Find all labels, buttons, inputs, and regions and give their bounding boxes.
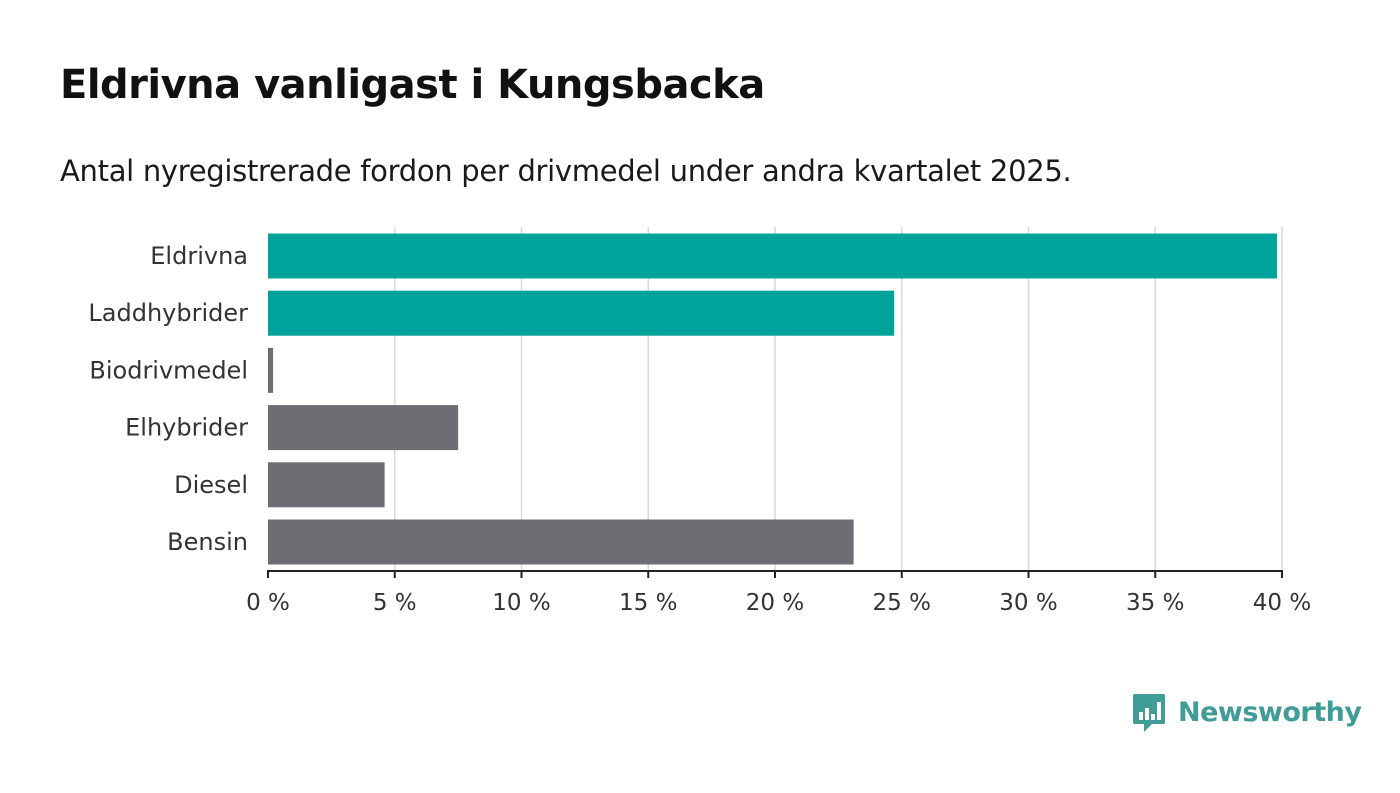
x-tick-label: 10 % — [492, 590, 550, 616]
chart-title: Eldrivna vanligast i Kungsbacka — [60, 62, 765, 108]
bar-bensin — [268, 519, 854, 565]
bar-eldrivna — [268, 233, 1277, 279]
x-tick-label: 5 % — [373, 590, 417, 616]
newsworthy-logo-icon — [1133, 694, 1165, 732]
bar-diesel — [268, 462, 385, 508]
x-tick-label: 20 % — [746, 590, 804, 616]
category-label: Biodrivmedel — [89, 356, 248, 384]
x-tick-label: 35 % — [1126, 590, 1184, 616]
category-label: Laddhybrider — [88, 299, 248, 327]
chart-subtitle: Antal nyregistrerade fordon per drivmede… — [60, 154, 1072, 188]
category-label: Eldrivna — [150, 242, 248, 270]
x-tick-label: 30 % — [999, 590, 1057, 616]
category-label: Bensin — [167, 528, 248, 556]
x-tick-label: 25 % — [873, 590, 931, 616]
x-tick-label: 0 % — [246, 590, 290, 616]
bar-elhybrider — [268, 405, 459, 451]
x-tick-label: 15 % — [619, 590, 677, 616]
category-label: Diesel — [174, 471, 248, 499]
brand-logo: Newsworthy — [1132, 692, 1362, 732]
x-tick-label: 40 % — [1253, 590, 1311, 616]
category-label: Elhybrider — [125, 414, 248, 442]
bar-laddhybrider — [268, 290, 895, 336]
bar-biodrivmedel — [268, 347, 274, 393]
brand-name: Newsworthy — [1178, 696, 1362, 728]
